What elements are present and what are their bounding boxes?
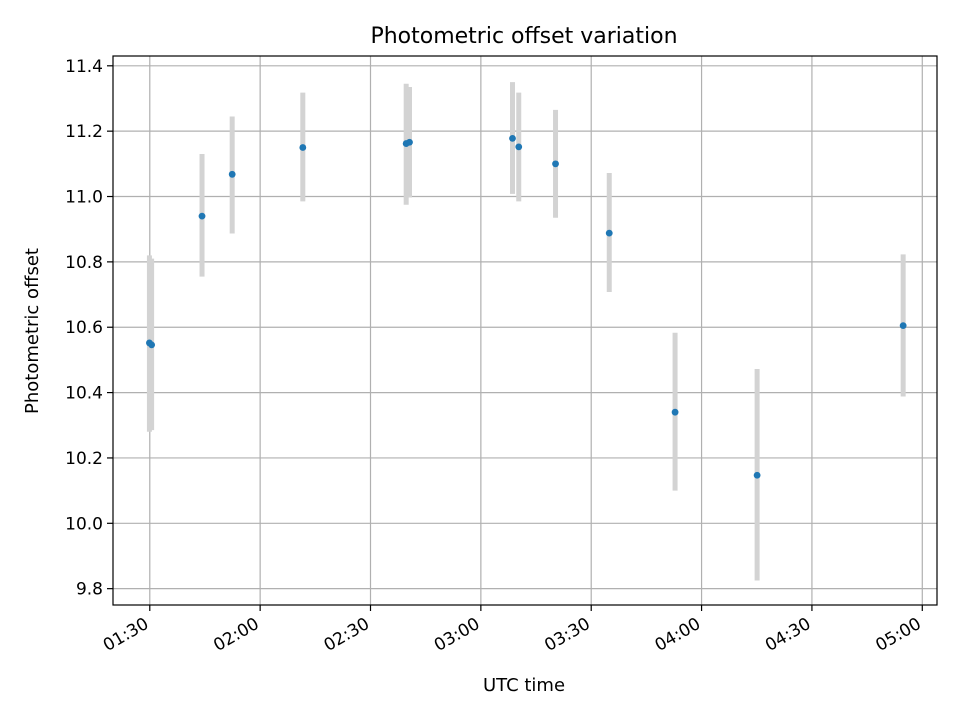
x-tick-label: 02:00 <box>210 614 262 656</box>
y-tick-label: 11.2 <box>65 122 103 142</box>
x-tick-label: 03:30 <box>541 614 593 656</box>
x-tick-label: 01:30 <box>100 614 152 656</box>
data-point <box>228 170 236 178</box>
x-tick-label: 03:00 <box>431 614 483 656</box>
y-tick-label: 10.0 <box>65 514 103 534</box>
y-tick-label: 11.0 <box>65 188 103 208</box>
y-tick-label: 9.8 <box>76 580 103 600</box>
data-points <box>146 134 907 479</box>
x-axis-label: UTC time <box>483 675 565 696</box>
data-point <box>509 134 516 142</box>
data-point <box>899 322 907 329</box>
error-bars <box>146 82 906 581</box>
data-point <box>299 144 307 151</box>
y-tick-label: 11.4 <box>65 57 103 77</box>
axis-ticks: 01:30 02:00 02:30 03:00 03:30 04:00 04:30 05:00… <box>65 57 925 656</box>
y-tick-label: 10.4 <box>65 384 103 404</box>
y-tick-label: 10.2 <box>65 449 103 469</box>
data-point <box>552 160 559 168</box>
y-tick-label: 10.8 <box>65 253 103 273</box>
data-point <box>515 143 523 151</box>
data-point <box>753 471 761 479</box>
chart-title: Photometric offset variation <box>370 24 677 49</box>
data-point <box>198 212 206 220</box>
y-axis-label: Photometric offset <box>22 248 43 414</box>
plot-frame <box>112 55 938 606</box>
grid <box>113 56 937 605</box>
x-tick-label: 04:00 <box>652 614 704 656</box>
y-tick-label: 10.6 <box>65 318 103 338</box>
x-tick-label: 05:00 <box>872 614 924 656</box>
data-point <box>406 138 413 146</box>
data-point <box>605 229 613 237</box>
x-tick-label: 04:30 <box>762 614 814 656</box>
data-point <box>671 408 679 416</box>
data-point <box>148 341 156 349</box>
x-tick-label: 02:30 <box>321 614 373 656</box>
